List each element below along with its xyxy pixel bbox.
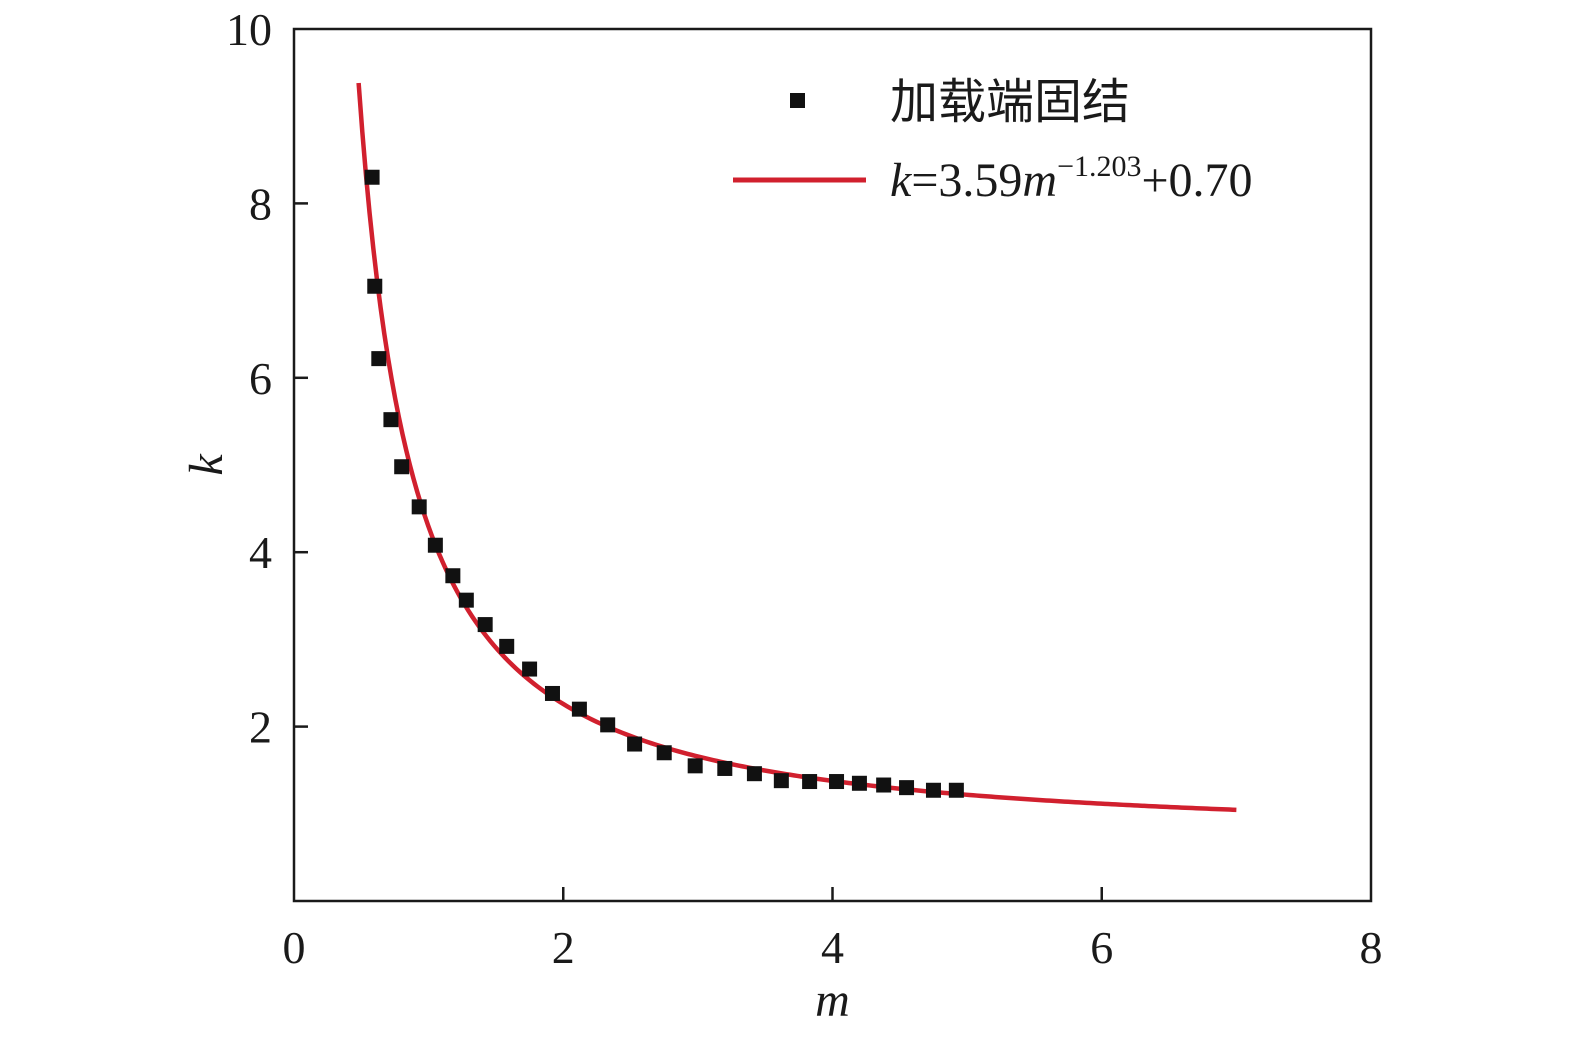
data-point [394,459,410,475]
data-point [600,717,616,733]
data-point [383,412,399,428]
legend: 加载端固结 k=3.59m−1.203+0.70 [733,76,1253,207]
data-point [773,773,789,789]
x-tick-label: 0 [283,922,306,973]
x-axis-label: m [815,974,850,1027]
y-tick-label: 2 [249,702,272,753]
x-axis-ticks: 0 2 4 6 8 [283,887,1383,973]
data-point [656,745,672,761]
data-point [899,780,915,796]
legend-fit-k: k [890,154,913,207]
y-tick-label: 8 [249,178,272,229]
data-point [829,774,845,790]
legend-fit-label: k=3.59m−1.203+0.70 [890,150,1253,207]
data-point [925,782,941,798]
data-point [687,758,703,774]
scatter-points-layer [364,169,964,798]
legend-fit-exponent: −1.203 [1057,150,1141,183]
legend-fit-eq2: +0.70 [1141,154,1252,207]
legend-fit-eq1: =3.59 [911,154,1022,207]
y-tick-label: 6 [249,353,272,404]
data-point [802,774,818,790]
legend-scatter-marker [790,93,805,108]
data-point [364,169,380,185]
x-tick-label: 8 [1360,922,1383,973]
x-tick-label: 4 [821,922,844,973]
data-point [544,685,560,701]
y-tick-label: 4 [249,527,272,578]
data-point [627,736,643,752]
legend-scatter-label: 加载端固结 [890,76,1130,129]
data-point [876,777,892,793]
x-tick-label: 2 [552,922,575,973]
data-point [746,766,762,782]
data-point [717,760,733,776]
data-point [367,278,383,294]
data-point [851,775,867,791]
data-point [499,638,515,654]
data-point [411,499,427,515]
data-point [522,661,538,677]
data-point [427,537,443,553]
data-point [458,592,474,608]
legend-fit-m: m [1022,154,1057,207]
fit-curve [356,82,1237,813]
data-point [371,351,387,367]
y-axis-ticks: 2 4 6 8 10 [226,4,308,753]
data-point [571,701,587,717]
data-point [948,782,964,798]
x-tick-label: 6 [1090,922,1113,973]
plot-frame [292,27,1373,903]
data-point [477,617,493,633]
y-tick-label: 10 [226,4,272,55]
data-point [445,568,461,584]
y-axis-label: k [180,453,233,476]
fit-curve-layer [356,82,1237,813]
